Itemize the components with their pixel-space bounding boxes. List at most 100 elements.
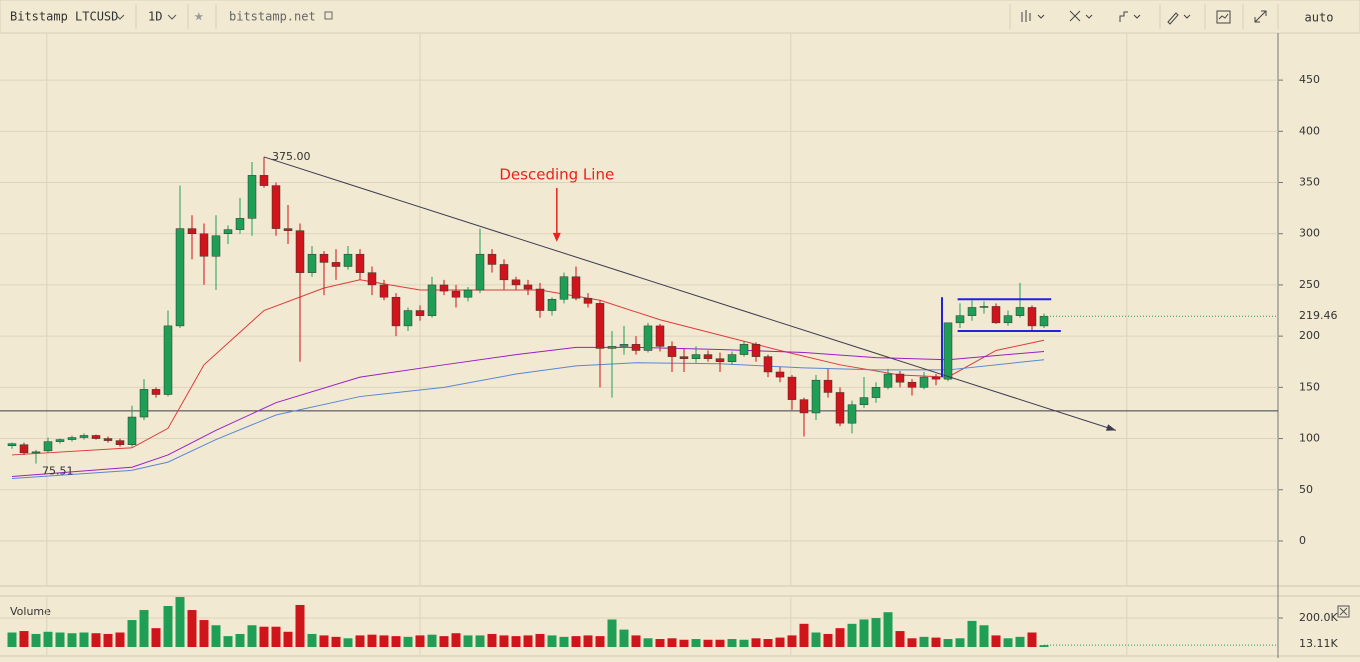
candle-body: [1015, 307, 1025, 316]
volume-bar: [271, 626, 281, 647]
scale-mode[interactable]: auto: [1305, 11, 1334, 25]
volume-bar: [523, 635, 533, 647]
volume-bar: [715, 639, 725, 647]
volume-bar: [607, 619, 617, 647]
volume-bar: [187, 610, 197, 647]
candle-body: [1003, 315, 1013, 324]
candle-body: [43, 441, 53, 452]
volume-bar: [259, 626, 269, 647]
tool-icons[interactable]: [1021, 10, 1267, 25]
candle-body: [559, 276, 569, 300]
candle-body: [1027, 307, 1037, 327]
y-tick-label: 200.0K: [1299, 611, 1338, 624]
source[interactable]: bitstamp.net: [229, 10, 316, 24]
candle-body: [691, 354, 701, 359]
volume-label: Volume: [10, 605, 51, 618]
last-volume-label: 13.11K: [1299, 637, 1338, 650]
candle-body: [679, 356, 689, 359]
candle-body: [439, 284, 449, 292]
volume-bar: [883, 612, 893, 647]
close-pane-icon[interactable]: [1337, 605, 1350, 618]
candle-body: [571, 276, 581, 299]
y-tick-label: 450: [1299, 73, 1320, 86]
close-pane-x: [1339, 607, 1348, 616]
volume-bar: [223, 636, 233, 647]
candle-body: [631, 344, 641, 351]
volume-bar: [367, 634, 377, 647]
candle-body: [259, 175, 269, 186]
volume-bar: [139, 610, 149, 647]
candle-body: [271, 185, 281, 229]
volume-bar: [643, 638, 653, 647]
volume-bar: [907, 638, 917, 647]
candle-body: [727, 354, 737, 362]
volume-bar: [391, 636, 401, 647]
candle-body: [775, 371, 785, 378]
volume-bar: [331, 636, 341, 647]
volume-bar: [919, 636, 929, 647]
symbol[interactable]: Bitstamp LTCUSD: [10, 10, 118, 24]
volume-bar: [475, 635, 485, 647]
y-tick-label: 400: [1299, 124, 1320, 137]
volume-bar: [823, 633, 833, 647]
candle-body: [715, 358, 725, 362]
volume-bar: [319, 635, 329, 647]
y-tick-label: 300: [1299, 227, 1320, 240]
candle-body: [391, 296, 401, 327]
candle-body: [7, 443, 17, 446]
trendline: [263, 156, 1117, 431]
volume-bar: [859, 619, 869, 647]
volume-bar: [91, 633, 101, 647]
candle-body: [415, 310, 425, 316]
volume-bar: [415, 635, 425, 647]
candle-body: [955, 315, 965, 324]
candle-body: [499, 264, 509, 281]
volume-bar: [763, 639, 773, 647]
y-tick-label: 50: [1299, 483, 1313, 496]
volume-bar: [679, 639, 689, 647]
candle-body: [163, 325, 173, 395]
y-tick-label: 0: [1299, 534, 1306, 547]
candle-body: [55, 439, 65, 442]
volume-bar: [1015, 636, 1025, 647]
volume-bar: [991, 635, 1001, 647]
volume-bar: [535, 633, 545, 647]
interval[interactable]: 1D: [148, 10, 162, 24]
volume-bar: [451, 633, 461, 647]
moving-average: [11, 346, 1045, 477]
candle-body: [799, 399, 809, 414]
candle-body: [115, 440, 125, 445]
candle-body: [91, 435, 101, 439]
volume-bar: [1003, 638, 1013, 647]
volume-bar: [511, 636, 521, 647]
volume-bar: [655, 639, 665, 647]
volume-bar: [571, 636, 581, 647]
volume-bar: [955, 638, 965, 647]
candle-body: [367, 272, 377, 286]
candle-body: [895, 373, 905, 383]
volume-bar: [247, 625, 257, 647]
candle-body: [907, 381, 917, 388]
volume-bar: [727, 639, 737, 647]
candle-body: [343, 253, 353, 267]
candle-body: [607, 346, 617, 349]
candle-body: [967, 307, 977, 316]
candle-body: [811, 379, 821, 414]
volume-bar: [751, 638, 761, 647]
candle-body: [463, 289, 473, 298]
volume-bar: [631, 635, 641, 647]
candle-body: [175, 228, 185, 327]
candle-body: [295, 230, 305, 273]
volume-bar: [175, 597, 185, 647]
volume-bar: [151, 628, 161, 647]
volume-bar: [619, 629, 629, 647]
volume-bar: [55, 632, 65, 647]
star-icon[interactable]: ★: [194, 6, 204, 25]
candle-body: [943, 322, 953, 380]
moving-average: [11, 359, 1045, 479]
candle-body: [751, 344, 761, 357]
volume-bar: [19, 631, 29, 647]
candle-body: [355, 253, 365, 273]
candle-body: [535, 288, 545, 311]
candle-body: [919, 376, 929, 388]
